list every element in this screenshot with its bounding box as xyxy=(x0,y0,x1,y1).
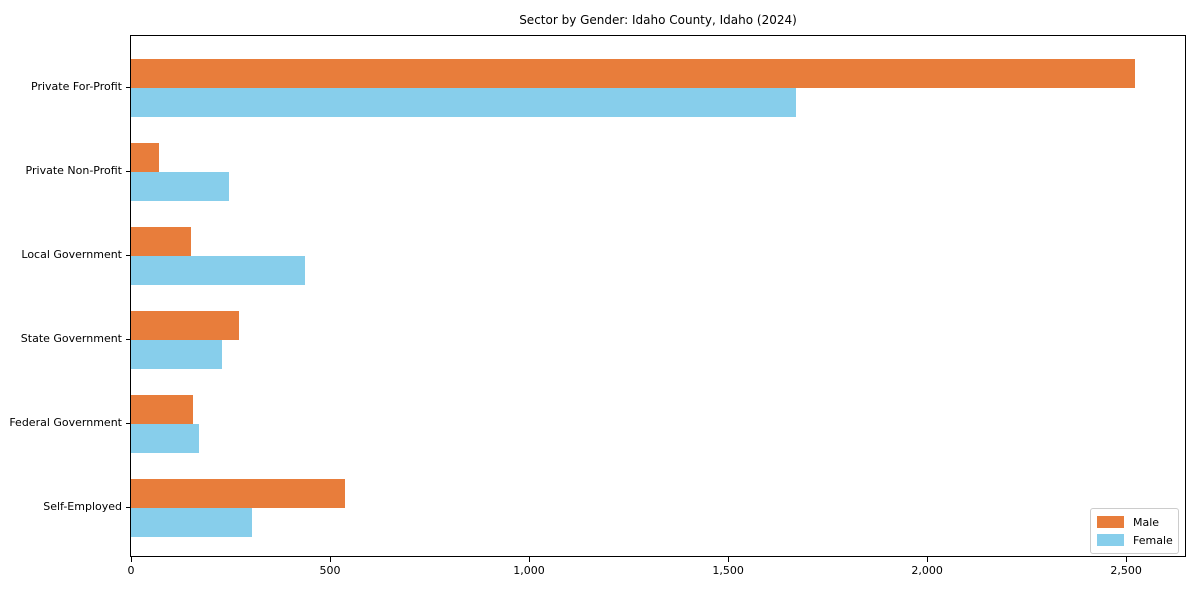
x-tick-mark xyxy=(1126,557,1128,562)
x-tick-label: 1,000 xyxy=(513,564,545,577)
x-tick-label: 1,500 xyxy=(712,564,744,577)
bar-female-5 xyxy=(131,424,200,453)
bar-male-1 xyxy=(131,59,1135,88)
bar-female-4 xyxy=(131,340,222,369)
bar-female-2 xyxy=(131,172,229,201)
x-tick-mark xyxy=(529,557,530,562)
bar-male-2 xyxy=(131,143,159,172)
x-tick-mark xyxy=(927,557,929,562)
bar-male-6 xyxy=(131,479,346,508)
category-label: Private Non-Profit xyxy=(25,164,122,177)
bar-male-5 xyxy=(131,395,193,424)
legend-label-male: Male xyxy=(1133,515,1160,529)
category-label: Local Government xyxy=(21,248,122,261)
x-tick-label: 0 xyxy=(127,564,135,577)
category-label: Self-Employed xyxy=(43,500,122,513)
x-tick-mark xyxy=(330,557,331,562)
x-tick-label: 2,500 xyxy=(1110,564,1142,577)
legend-label-female: Female xyxy=(1133,533,1173,547)
bar-male-4 xyxy=(131,311,239,340)
plot-area xyxy=(130,35,1186,557)
category-label: Federal Government xyxy=(9,416,122,429)
female-swatch xyxy=(1097,534,1124,546)
bar-female-6 xyxy=(131,508,252,537)
legend: Male Female xyxy=(1090,508,1179,554)
y-tick-mark xyxy=(126,87,131,88)
y-tick-mark xyxy=(126,339,131,340)
x-tick-mark xyxy=(131,557,132,562)
category-label: State Government xyxy=(20,332,122,345)
y-tick-mark xyxy=(126,171,131,172)
x-tick-mark xyxy=(728,557,730,562)
legend-item-male: Male xyxy=(1097,513,1172,531)
bar-female-3 xyxy=(131,256,305,285)
x-tick-label: 500 xyxy=(319,564,341,577)
category-label: Private For-Profit xyxy=(31,80,122,93)
chart-title: Sector by Gender: Idaho County, Idaho (2… xyxy=(519,13,797,27)
bar-male-3 xyxy=(131,227,191,256)
x-tick-label: 2,000 xyxy=(911,564,943,577)
bar-female-1 xyxy=(131,88,797,117)
y-tick-mark xyxy=(126,423,131,424)
y-tick-mark xyxy=(126,255,131,256)
legend-item-female: Female xyxy=(1097,531,1173,549)
y-tick-mark xyxy=(126,507,131,508)
male-swatch xyxy=(1097,516,1124,528)
